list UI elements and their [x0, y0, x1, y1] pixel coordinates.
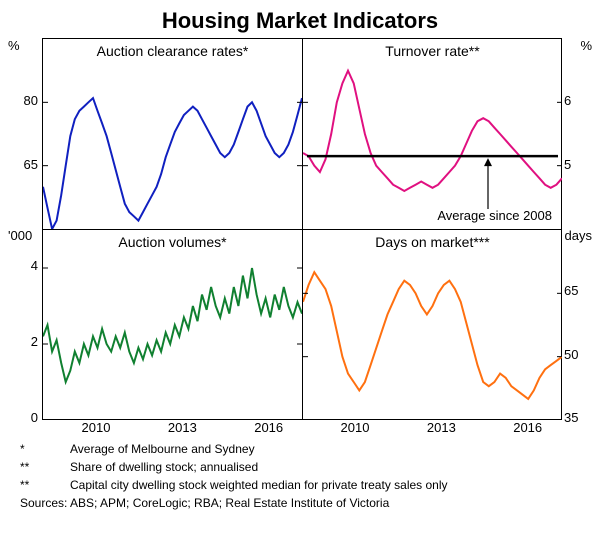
panel-grid: Auction clearance rates* Turnover rate**…: [42, 38, 562, 420]
y-tick: 35: [564, 410, 578, 425]
y-tick: 50: [564, 347, 578, 362]
x-tick: 2013: [168, 420, 197, 435]
footnote-text-3: Capital city dwelling stock weighted med…: [70, 476, 448, 494]
sources-text: ABS; APM; CoreLogic; RBA; Real Estate In…: [70, 494, 389, 512]
unit-tl: %: [8, 38, 20, 53]
chart-container: Housing Market Indicators % % '000 days …: [0, 0, 600, 538]
line-chart-tl: [43, 39, 302, 229]
unit-br: days: [565, 228, 592, 243]
y-tick: 80: [6, 93, 38, 108]
panel-title-tr: Turnover rate**: [303, 43, 562, 59]
line-chart-tr: [303, 39, 562, 229]
y-tick: 4: [6, 258, 38, 273]
line-chart-br: [303, 230, 562, 420]
footnote-3: ** Capital city dwelling stock weighted …: [20, 476, 448, 494]
footnote-1: * Average of Melbourne and Sydney: [20, 440, 448, 458]
line-chart-bl: [43, 230, 302, 420]
x-tick: 2013: [427, 420, 456, 435]
footnote-text-2: Share of dwelling stock; annualised: [70, 458, 258, 476]
panel-days-on-market: Days on market***: [302, 229, 562, 420]
x-tick: 2010: [82, 420, 111, 435]
y-tick: 65: [564, 283, 578, 298]
y-tick: 0: [6, 410, 38, 425]
footnote-2: ** Share of dwelling stock; annualised: [20, 458, 448, 476]
y-tick: 65: [6, 157, 38, 172]
x-tick: 2016: [254, 420, 283, 435]
footnote-text-1: Average of Melbourne and Sydney: [70, 440, 255, 458]
footnote-mark-1: *: [20, 440, 70, 458]
footnote-mark-3: **: [20, 476, 70, 494]
unit-bl: '000: [8, 228, 32, 243]
panel-auction-volumes: Auction volumes*: [43, 229, 302, 420]
panel-title-bl: Auction volumes*: [43, 234, 302, 250]
x-tick: 2016: [513, 420, 542, 435]
footnotes: * Average of Melbourne and Sydney ** Sha…: [20, 440, 448, 512]
chart-title: Housing Market Indicators: [0, 0, 600, 34]
panel-title-tl: Auction clearance rates*: [43, 43, 302, 59]
sources-label: Sources:: [20, 494, 70, 512]
panel-turnover: Turnover rate** Average since 2008: [302, 39, 562, 229]
y-tick: 6: [564, 93, 571, 108]
x-tick: 2010: [341, 420, 370, 435]
unit-tr: %: [580, 38, 592, 53]
sources-row: Sources: ABS; APM; CoreLogic; RBA; Real …: [20, 494, 448, 512]
avg-label: Average since 2008: [437, 208, 552, 223]
panel-title-br: Days on market***: [303, 234, 562, 250]
panel-auction-clearance: Auction clearance rates*: [43, 39, 302, 229]
y-tick: 2: [6, 334, 38, 349]
footnote-mark-2: **: [20, 458, 70, 476]
y-tick: 5: [564, 157, 571, 172]
